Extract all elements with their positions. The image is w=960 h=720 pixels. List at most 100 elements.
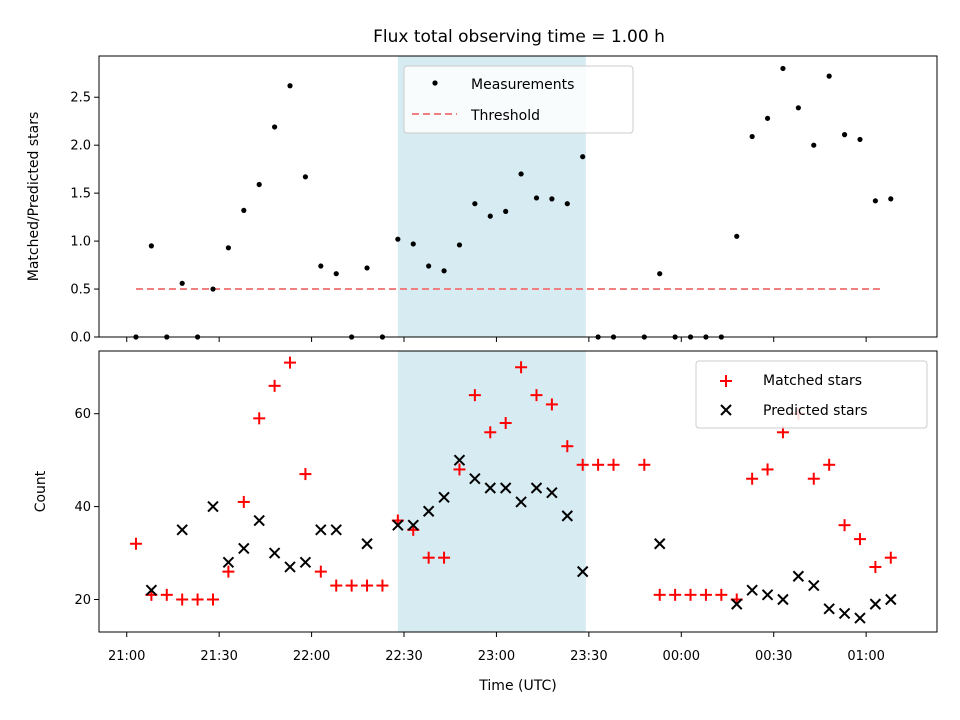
- predicted-x-b: [392, 519, 404, 531]
- predicted-star-point: [484, 482, 496, 494]
- measurement-point: [549, 196, 555, 202]
- x-tick-label: 21:00: [108, 649, 145, 664]
- measurement-point: [841, 132, 848, 138]
- matched-star-point: [253, 412, 266, 425]
- x-tick-label: 22:30: [385, 649, 422, 664]
- predicted-x-b: [145, 584, 158, 596]
- matched-star-point: [299, 468, 312, 481]
- bottom-plot-frame: [98, 350, 938, 633]
- predicted-x-b: [484, 482, 496, 494]
- bottom-y-axis-label: Count: [33, 470, 49, 512]
- matched-star-point: [468, 389, 481, 402]
- predicted-star-point: [315, 524, 327, 536]
- legend-label-predicted: Predicted stars: [763, 403, 868, 419]
- predicted-star-point: [176, 524, 188, 536]
- measurement-point: [872, 198, 878, 204]
- matched-star-point: [284, 356, 297, 369]
- matched-star-point: [422, 551, 435, 564]
- measurement-point: [272, 124, 278, 130]
- top-legend: Measurements Threshold: [403, 65, 634, 134]
- predicted-star-point: [515, 496, 527, 508]
- legend-label-threshold: Threshold: [470, 108, 540, 124]
- measurement-point: [148, 243, 154, 249]
- predicted-star-point: [561, 510, 574, 522]
- top-panel: Flux total observing time = 1.00 h 0.0 0.…: [26, 27, 938, 346]
- matched-star-point: [515, 361, 528, 374]
- predicted-x-b: [407, 519, 419, 531]
- predicted-star-point: [207, 500, 219, 513]
- predicted-x-b: [361, 538, 373, 550]
- predicted-star-point: [746, 584, 758, 596]
- measurement-point: [580, 154, 586, 160]
- matched-star-point: [453, 463, 466, 476]
- measurement-point: [426, 263, 432, 269]
- top-y-axis-label: Matched/Predicted stars: [26, 112, 42, 282]
- bottom-highlight-span: [397, 351, 586, 632]
- y-tick-label: 0.5: [70, 283, 91, 298]
- matched-star-point: [853, 533, 866, 546]
- predicted-x-b: [176, 524, 188, 536]
- predicted-x-b: [453, 454, 466, 466]
- predicted-star-point: [838, 607, 851, 620]
- predicted-star-point: [222, 556, 235, 569]
- measurement-point: [225, 245, 231, 251]
- legend-dot-marker: [432, 80, 438, 86]
- top-plot-frame: [98, 55, 938, 338]
- matched-star-point: [176, 593, 189, 606]
- measurement-point: [318, 263, 324, 269]
- matched-star-point: [823, 458, 836, 471]
- matched-star-point: [206, 593, 219, 606]
- predicted-stars-points: [145, 454, 897, 624]
- predicted-x-b: [330, 524, 342, 536]
- predicted-star-point: [238, 542, 250, 555]
- predicted-x-b: [284, 561, 296, 573]
- matched-star-point: [669, 588, 682, 601]
- predicted-star-point: [654, 538, 666, 550]
- predicted-star-point: [792, 570, 805, 582]
- predicted-x-b: [422, 505, 435, 517]
- predicted-x-b: [546, 486, 558, 499]
- measurement-point: [533, 195, 540, 201]
- matched-star-point: [499, 416, 512, 429]
- predicted-x-b: [315, 524, 327, 536]
- predicted-x-b: [731, 598, 743, 610]
- legend-label-measurements: Measurements: [471, 77, 574, 93]
- predicted-star-point: [731, 598, 743, 610]
- matched-star-point: [438, 551, 451, 564]
- predicted-x-b: [654, 538, 666, 550]
- matched-star-point: [314, 565, 327, 578]
- measurement-point: [764, 115, 771, 121]
- predicted-star-point: [576, 565, 589, 578]
- matched-star-point: [160, 588, 173, 601]
- matched-star-point: [191, 593, 204, 606]
- measurement-point: [657, 271, 663, 277]
- bottom-legend: Matched stars Predicted stars: [695, 360, 928, 429]
- y-tick-label: 1.0: [70, 235, 91, 250]
- matched-star-point: [638, 458, 651, 471]
- y-tick-label: 20: [74, 593, 91, 608]
- matched-star-point: [268, 379, 281, 392]
- matched-star-point: [746, 472, 759, 485]
- predicted-star-point: [761, 589, 774, 601]
- predicted-star-point: [330, 524, 342, 536]
- measurement-point: [795, 105, 801, 111]
- measurement-point: [503, 208, 509, 214]
- bottom-y-ticks: 20 40 60: [74, 407, 99, 608]
- legend-label-matched: Matched stars: [763, 373, 862, 389]
- measurement-point: [811, 142, 817, 148]
- matched-star-point: [838, 519, 851, 532]
- predicted-x-b: [869, 598, 882, 610]
- measurement-point: [410, 241, 416, 247]
- measurement-point: [241, 207, 247, 214]
- measurement-point: [210, 286, 216, 292]
- top-y-ticks: 0.0 0.5 1.0 1.5 2.0 2.5: [70, 91, 99, 346]
- predicted-x-b: [838, 607, 851, 620]
- top-chart-title: Flux total observing time = 1.00 h: [373, 27, 665, 47]
- y-tick-label: 0.0: [70, 331, 91, 346]
- top-legend-box: [403, 65, 634, 134]
- measurement-point: [564, 201, 570, 207]
- measurement-point: [487, 213, 493, 219]
- predicted-x-b: [746, 584, 758, 596]
- y-tick-label: 1.5: [70, 187, 91, 202]
- matched-star-point: [530, 389, 543, 402]
